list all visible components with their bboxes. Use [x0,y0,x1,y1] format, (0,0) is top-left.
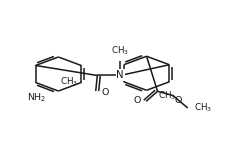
Text: CH$_3$: CH$_3$ [194,101,212,114]
Text: NH$_2$: NH$_2$ [27,91,46,104]
Text: CH$_3$: CH$_3$ [111,45,129,57]
Text: CH$_3$: CH$_3$ [60,75,78,88]
Text: O: O [174,96,181,105]
Text: O: O [101,88,109,97]
Text: CH$_3$: CH$_3$ [158,90,176,102]
Text: N: N [116,70,124,80]
Text: O: O [133,96,140,105]
